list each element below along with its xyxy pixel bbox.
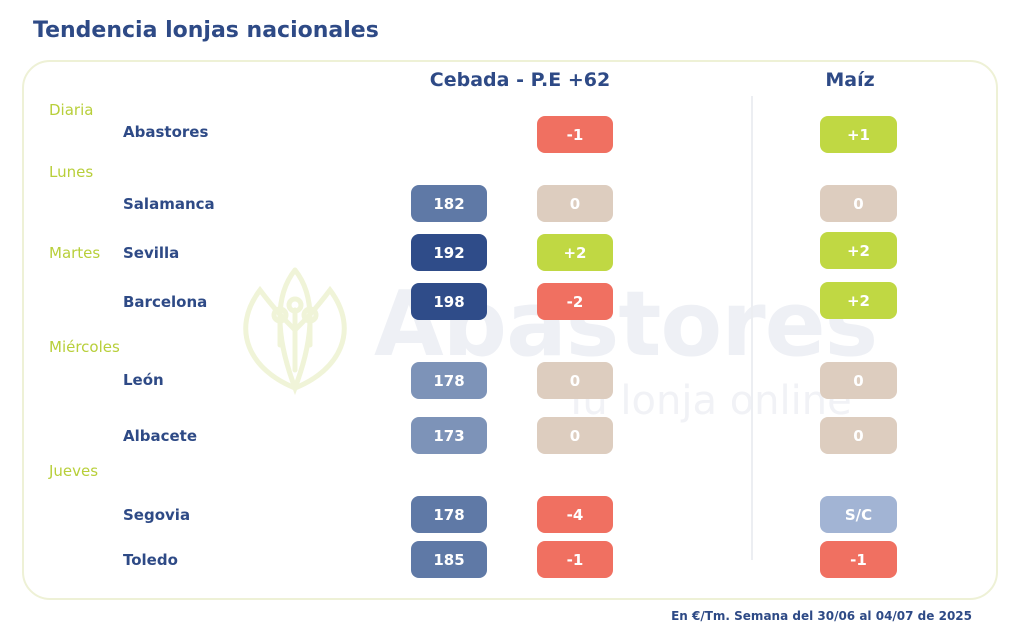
maiz-pill-up: +2 xyxy=(820,282,897,319)
column-divider xyxy=(751,96,753,560)
maiz-pill-neutral: 0 xyxy=(820,417,897,454)
day-label: Miércoles xyxy=(49,338,120,356)
change-pill-up: +2 xyxy=(537,234,613,271)
maiz-pill-up: +2 xyxy=(820,232,897,269)
price-pill: 178 xyxy=(411,362,487,399)
maiz-pill-down: -1 xyxy=(820,541,897,578)
price-pill: 173 xyxy=(411,417,487,454)
price-pill: 182 xyxy=(411,185,487,222)
maiz-pill-neutral: 0 xyxy=(820,362,897,399)
column-header-maiz: Maíz xyxy=(825,69,875,91)
maiz-pill-neutral: 0 xyxy=(820,185,897,222)
column-header-cebada: Cebada - P.E +62 xyxy=(429,69,611,91)
day-label: Lunes xyxy=(49,163,94,181)
city-label: Barcelona xyxy=(123,293,208,311)
city-label: Abastores xyxy=(123,123,209,141)
city-label: Albacete xyxy=(123,427,198,445)
day-label: Jueves xyxy=(49,462,99,480)
change-pill-neutral: 0 xyxy=(537,185,613,222)
city-label: Segovia xyxy=(123,506,191,524)
day-label: Martes xyxy=(49,244,101,262)
change-pill-neutral: 0 xyxy=(537,362,613,399)
change-pill-down: -1 xyxy=(537,116,613,153)
city-label: Sevilla xyxy=(123,244,180,262)
city-label: Salamanca xyxy=(123,195,215,213)
change-pill-neutral: 0 xyxy=(537,417,613,454)
change-pill-down: -2 xyxy=(537,283,613,320)
city-label: Toledo xyxy=(123,551,178,569)
city-label: León xyxy=(123,371,164,389)
day-label: Diaria xyxy=(49,101,94,119)
price-pill: 192 xyxy=(411,234,487,271)
price-pill: 185 xyxy=(411,541,487,578)
price-pill: 178 xyxy=(411,496,487,533)
change-pill-down: -4 xyxy=(537,496,613,533)
change-pill-down: -1 xyxy=(537,541,613,578)
maiz-pill-up: +1 xyxy=(820,116,897,153)
footer-note: En €/Tm. Semana del 30/06 al 04/07 de 20… xyxy=(671,609,972,623)
price-pill: 198 xyxy=(411,283,487,320)
maiz-pill-no-quote: S/C xyxy=(820,496,897,533)
page-title: Tendencia lonjas nacionales xyxy=(33,18,379,43)
